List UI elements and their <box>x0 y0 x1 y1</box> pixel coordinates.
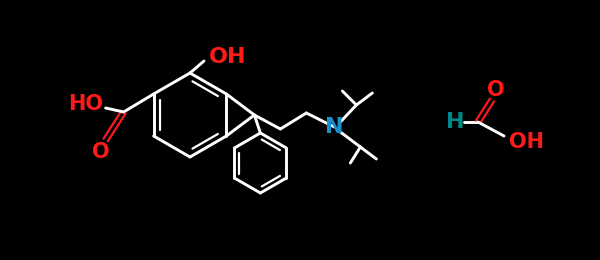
Text: O: O <box>487 80 505 100</box>
Text: O: O <box>92 142 109 162</box>
Text: OH: OH <box>209 47 247 67</box>
Text: OH: OH <box>509 132 544 152</box>
Text: H: H <box>446 112 464 132</box>
Text: N: N <box>325 117 344 137</box>
Text: HO: HO <box>68 94 103 114</box>
